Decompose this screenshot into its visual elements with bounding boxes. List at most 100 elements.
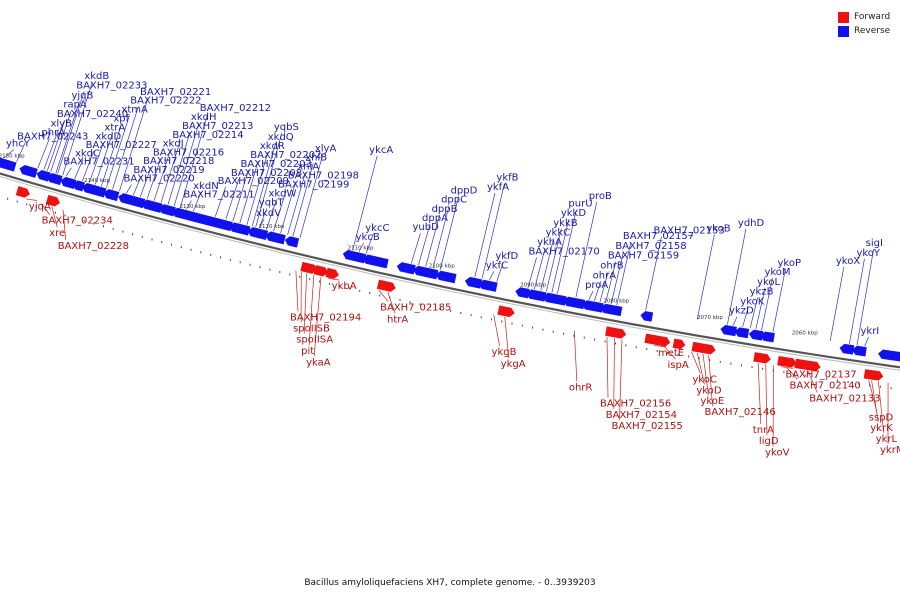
ring-dot — [112, 227, 114, 230]
gene-label: ykfD — [495, 251, 518, 262]
gene-label: metE — [658, 348, 684, 359]
legend-reverse-label: Reverse — [854, 26, 891, 36]
tick-label: 2140 kbp — [84, 178, 110, 184]
ring-dot — [26, 203, 28, 206]
gene-label: BAXH7_02209 — [218, 176, 289, 187]
ring-dot — [54, 211, 56, 214]
leader-line — [3, 149, 15, 159]
gene-label: xkdB — [84, 71, 109, 82]
gene-label: xlyB — [50, 119, 72, 130]
gene-label: sigI — [866, 238, 883, 249]
ring-dot — [730, 362, 732, 365]
ring-dot — [132, 233, 134, 236]
leader-line — [62, 209, 67, 241]
reverse-gene — [435, 270, 457, 284]
ring-dot — [698, 357, 700, 360]
gene-label: BAXH7_02218 — [143, 156, 214, 167]
leader-line — [239, 160, 259, 224]
leader-line — [74, 159, 84, 179]
leader-line — [493, 314, 500, 346]
leader-line — [51, 206, 58, 228]
gene-label: xhlB — [305, 152, 327, 163]
ring-dot — [709, 359, 711, 362]
ring-dot — [635, 346, 637, 349]
leader-line — [727, 228, 747, 325]
gene-label: xkdJ — [163, 139, 184, 150]
gene-label: BAXH7_02185 — [380, 303, 451, 314]
forward-gene — [672, 338, 686, 350]
leader-line — [610, 251, 624, 305]
gene-label: ykgB — [492, 347, 517, 358]
gene-label: BAXH7_02219 — [133, 165, 204, 176]
reverse-gene — [542, 292, 567, 306]
gene-label: xlyA — [315, 143, 337, 154]
gene-label: BAXH7_02154 — [606, 410, 677, 421]
gene-label: dppB — [432, 204, 458, 215]
reverse-gene — [118, 193, 146, 209]
ring-dot — [339, 285, 341, 288]
leader-line — [246, 152, 269, 225]
gene-label: ykoL — [757, 277, 780, 288]
leader-line — [25, 198, 37, 201]
legend-forward-label: Forward — [854, 12, 891, 22]
ring-dot — [772, 369, 774, 372]
gene-label: dppC — [441, 195, 467, 206]
leader-line — [702, 353, 709, 396]
leader-line — [439, 196, 459, 270]
ring-dot — [35, 206, 37, 209]
legend: Forward Reverse — [838, 10, 890, 38]
leader-line — [878, 381, 885, 433]
gene-label: xkdR — [260, 141, 285, 152]
gene-label: xkdW — [268, 189, 296, 200]
ring-dot — [419, 303, 421, 306]
ring-dot — [409, 301, 411, 304]
backbone-line — [0, 172, 900, 369]
reverse-swatch — [838, 25, 849, 37]
leader-line — [352, 155, 378, 251]
gene-label: ohrB — [600, 260, 624, 271]
gene-label: BAXH7_02211 — [183, 190, 254, 201]
ring-dot — [688, 355, 690, 358]
leader-line — [292, 163, 314, 237]
ring-dot — [45, 208, 47, 211]
leader-line — [533, 248, 546, 290]
gene-label: ykkB — [553, 218, 578, 229]
ring-dot — [171, 243, 173, 246]
leader-line — [496, 261, 504, 282]
leader-line — [193, 191, 202, 212]
reverse-gene — [563, 296, 586, 310]
gene-label: BAXH7_02212 — [200, 103, 271, 114]
ring-dot — [210, 253, 212, 256]
ring-dot — [83, 219, 85, 222]
leader-line — [606, 336, 609, 398]
ring-dot — [450, 309, 452, 312]
forward-gene — [313, 265, 329, 277]
gene-label: BAXH7_02156 — [600, 399, 671, 410]
ring-dot — [103, 225, 105, 228]
reverse-gene — [478, 279, 498, 292]
leader-line — [849, 258, 865, 344]
reverse-gene — [760, 331, 775, 343]
ring-dot — [751, 366, 753, 369]
ring-dot — [359, 289, 361, 292]
reverse-gene — [81, 183, 107, 198]
gene-label: tnrA — [753, 425, 774, 436]
ring-dot — [719, 360, 721, 363]
leader-line — [605, 261, 617, 304]
gene-label: BAXH7_02157 — [623, 231, 694, 242]
gene-label: ohrA — [593, 270, 617, 281]
gene-label: ykoB — [706, 224, 730, 235]
forward-gene — [15, 186, 30, 198]
leader-line — [653, 344, 666, 348]
leader-line — [126, 184, 132, 194]
ring-dot — [491, 318, 493, 321]
gene-label: rapA — [63, 99, 87, 110]
leader-line — [410, 233, 421, 264]
leader-lines — [3, 82, 889, 447]
forward-gene — [376, 279, 396, 292]
ring-dot — [573, 334, 575, 337]
forward-gene — [605, 326, 627, 339]
leader-line — [871, 380, 879, 422]
forward-gene — [691, 341, 716, 355]
gene-label: proB — [589, 191, 612, 202]
